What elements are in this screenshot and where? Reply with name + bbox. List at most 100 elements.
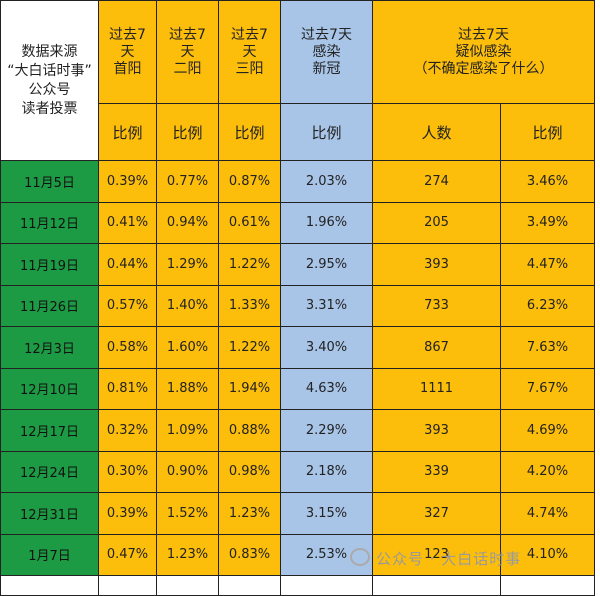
covid-infection-cell: 2.29%: [280, 409, 373, 452]
first-infection-cell: 0.58%: [98, 326, 157, 369]
covid-infection-cell: 2.53%: [280, 533, 373, 576]
first-infection-cell: 0.39%: [98, 492, 157, 535]
date-cell: 11月5日: [0, 160, 99, 203]
first-infection-cell: 0.47%: [98, 533, 157, 576]
table-row: 12月3日 0.58% 1.60% 1.22% 3.40% 867 7.63%: [0, 326, 595, 369]
first-infection-cell: 0.39%: [98, 160, 157, 203]
covid-infection-cell: 4.63%: [280, 367, 373, 410]
table-row: 11月12日 0.41% 0.94% 0.61% 1.96% 205 3.49%: [0, 201, 595, 244]
first-infection-cell: 0.44%: [98, 243, 157, 286]
data-source-text: 数据来源 “大白话时事” 公众号 读者投票: [7, 43, 92, 117]
subheader-ratio-4: 比例: [280, 103, 373, 161]
suspected-count-cell: 205: [372, 201, 501, 244]
data-source-cell: 数据来源 “大白话时事” 公众号 读者投票: [0, 0, 99, 161]
table-row: 12月10日 0.81% 1.88% 1.94% 4.63% 1111 7.67%: [0, 367, 595, 410]
suspected-ratio-cell: 7.63%: [500, 326, 595, 369]
subheader-ratio-3: 比例: [218, 103, 281, 161]
suspected-count-cell: 393: [372, 243, 501, 286]
first-infection-cell: 0.32%: [98, 409, 157, 452]
second-infection-cell: 0.94%: [156, 201, 219, 244]
covid-infection-cell: 2.03%: [280, 160, 373, 203]
third-infection-cell: 0.88%: [218, 409, 281, 452]
blank-row: [0, 575, 595, 596]
subheader-count: 人数: [372, 103, 501, 161]
table-row: 11月26日 0.57% 1.40% 1.33% 3.31% 733 6.23%: [0, 284, 595, 327]
header-suspected-infection-label: 过去7天 疑似感染 （不确定感染了什么）: [413, 26, 554, 77]
header-covid-infection: 过去7天 感染 新冠: [280, 0, 373, 104]
suspected-count-cell: 733: [372, 284, 501, 327]
wechat-icon: [350, 548, 370, 566]
third-infection-cell: 1.23%: [218, 492, 281, 535]
header-second-infection-label: 过去7 天 二阳: [169, 26, 206, 77]
header-covid-infection-label: 过去7天 感染 新冠: [301, 26, 352, 77]
first-infection-cell: 0.41%: [98, 201, 157, 244]
date-cell: 12月17日: [0, 409, 99, 452]
blank-cell: [98, 575, 157, 596]
suspected-ratio-cell: 6.23%: [500, 284, 595, 327]
header-third-infection-label: 过去7 天 三阳: [231, 26, 268, 77]
suspected-ratio-cell: 4.20%: [500, 450, 595, 493]
suspected-ratio-cell: 4.47%: [500, 243, 595, 286]
date-cell: 1月7日: [0, 533, 99, 576]
suspected-count-cell: 1111: [372, 367, 501, 410]
date-cell: 12月10日: [0, 367, 99, 410]
second-infection-cell: 0.90%: [156, 450, 219, 493]
date-cell: 12月24日: [0, 450, 99, 493]
third-infection-cell: 0.87%: [218, 160, 281, 203]
blank-cell: [280, 575, 373, 596]
header-suspected-infection: 过去7天 疑似感染 （不确定感染了什么）: [372, 0, 595, 104]
second-infection-cell: 1.88%: [156, 367, 219, 410]
third-infection-cell: 1.22%: [218, 326, 281, 369]
date-cell: 11月19日: [0, 243, 99, 286]
second-infection-cell: 1.09%: [156, 409, 219, 452]
subheader-ratio-2: 比例: [156, 103, 219, 161]
third-infection-cell: 1.33%: [218, 284, 281, 327]
suspected-count-cell: 339: [372, 450, 501, 493]
third-infection-cell: 0.61%: [218, 201, 281, 244]
covid-infection-cell: 3.15%: [280, 492, 373, 535]
table-row: 1月7日 0.47% 1.23% 0.83% 2.53% 123 4.10%: [0, 533, 595, 576]
suspected-ratio-cell: 3.49%: [500, 201, 595, 244]
blank-cell: [0, 575, 99, 596]
third-infection-cell: 0.83%: [218, 533, 281, 576]
first-infection-cell: 0.30%: [98, 450, 157, 493]
blank-cell: [218, 575, 281, 596]
table-row: 12月17日 0.32% 1.09% 0.88% 2.29% 393 4.69%: [0, 409, 595, 452]
covid-infection-cell: 1.96%: [280, 201, 373, 244]
table-body: 11月5日 0.39% 0.77% 0.87% 2.03% 274 3.46% 11月12日 0…: [0, 160, 595, 576]
header-second-infection: 过去7 天 二阳: [156, 0, 219, 104]
suspected-count-cell: 867: [372, 326, 501, 369]
suspected-count-cell: 274: [372, 160, 501, 203]
table-row: 11月19日 0.44% 1.29% 1.22% 2.95% 393 4.47%: [0, 243, 595, 286]
covid-infection-cell: 3.40%: [280, 326, 373, 369]
second-infection-cell: 1.23%: [156, 533, 219, 576]
second-infection-cell: 1.29%: [156, 243, 219, 286]
third-infection-cell: 1.22%: [218, 243, 281, 286]
suspected-ratio-cell: 4.69%: [500, 409, 595, 452]
second-infection-cell: 0.77%: [156, 160, 219, 203]
subheader-ratio-1: 比例: [98, 103, 157, 161]
covid-infection-cell: 3.31%: [280, 284, 373, 327]
suspected-count-cell: 327: [372, 492, 501, 535]
date-cell: 11月12日: [0, 201, 99, 244]
subheader-ratio-5: 比例: [500, 103, 595, 161]
blank-cell: [372, 575, 501, 596]
second-infection-cell: 1.52%: [156, 492, 219, 535]
suspected-ratio-cell: 7.67%: [500, 367, 595, 410]
first-infection-cell: 0.57%: [98, 284, 157, 327]
watermark: 公众号 · 大白话时事: [350, 548, 521, 569]
suspected-ratio-cell: 4.10%: [500, 533, 595, 576]
table-row: 12月24日 0.30% 0.90% 0.98% 2.18% 339 4.20%: [0, 450, 595, 493]
suspected-count-cell: 123: [372, 533, 501, 576]
header-third-infection: 过去7 天 三阳: [218, 0, 281, 104]
covid-infection-cell: 2.18%: [280, 450, 373, 493]
second-infection-cell: 1.40%: [156, 284, 219, 327]
third-infection-cell: 0.98%: [218, 450, 281, 493]
blank-cell: [156, 575, 219, 596]
third-infection-cell: 1.94%: [218, 367, 281, 410]
header-first-infection: 过去7 天 首阳: [98, 0, 157, 104]
table-row: 12月31日 0.39% 1.52% 1.23% 3.15% 327 4.74%: [0, 492, 595, 535]
date-cell: 12月3日: [0, 326, 99, 369]
table-row: 11月5日 0.39% 0.77% 0.87% 2.03% 274 3.46%: [0, 160, 595, 203]
header-first-infection-label: 过去7 天 首阳: [109, 26, 146, 77]
